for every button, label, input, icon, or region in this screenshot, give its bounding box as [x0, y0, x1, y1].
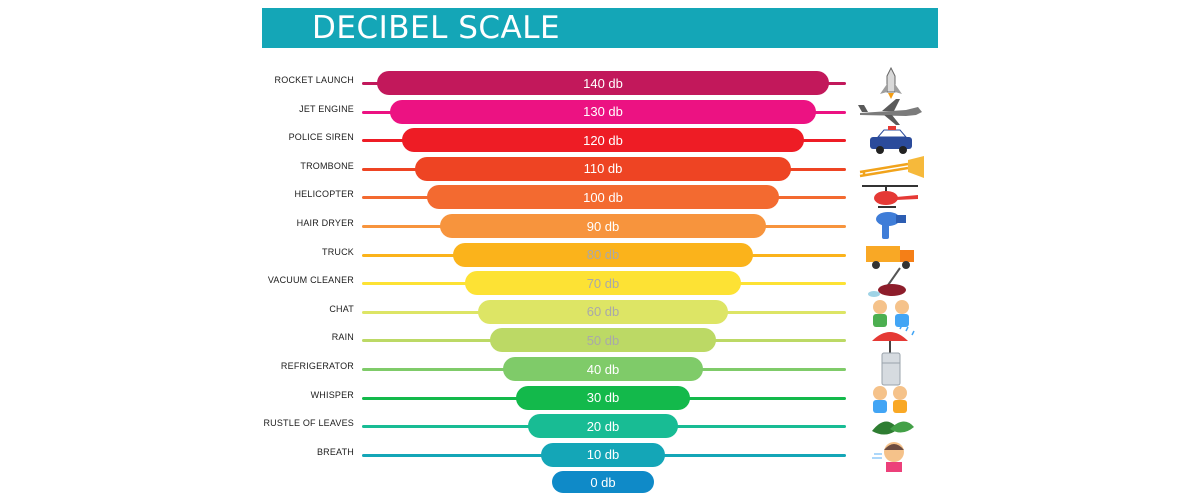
- row-label: RAIN: [331, 332, 354, 343]
- whisper-icon: [856, 381, 926, 415]
- decibel-row: WHISPER 30 db: [0, 385, 1200, 413]
- decibel-row: ROCKET LAUNCH 140 db: [0, 66, 1200, 99]
- decibel-bar: 110 db: [414, 156, 792, 181]
- decibel-value: 120 db: [583, 132, 623, 148]
- row-label: POLICE SIREN: [288, 132, 354, 143]
- zero-db-bar: 0 db: [552, 471, 654, 493]
- row-label: RUSTLE OF LEAVES: [263, 418, 354, 429]
- decibel-bar: 40 db: [503, 357, 703, 381]
- jet-icon: [856, 95, 926, 129]
- decibel-bar: 70 db: [465, 271, 741, 296]
- row-label: CHAT: [329, 303, 354, 314]
- title-banner: DECIBEL SCALE: [262, 8, 938, 48]
- decibel-bar: 10 db: [540, 442, 666, 467]
- decibel-value: 100 db: [583, 189, 623, 205]
- decibel-value: 130 db: [583, 104, 623, 120]
- decibel-bar: 60 db: [477, 299, 729, 324]
- row-label: ROCKET LAUNCH: [274, 75, 354, 85]
- decibel-row: POLICE SIREN 120 db: [0, 126, 1200, 155]
- decibel-value: 70 db: [586, 275, 620, 291]
- row-label: BREATH: [316, 446, 354, 457]
- row-label: REFRIGERATOR: [280, 361, 354, 371]
- hair-dryer-icon: [856, 209, 926, 243]
- decibel-row: TRUCK 80 db: [0, 242, 1200, 269]
- trombone-icon: [856, 152, 926, 186]
- row-label: TROMBONE: [300, 160, 354, 171]
- decibel-row: RUSTLE OF LEAVES 20 db: [0, 413, 1200, 439]
- decibel-row: HAIR DRYER 90 db: [0, 212, 1200, 239]
- decibel-row: CHAT 60 db: [0, 299, 1200, 327]
- decibel-value: 140 db: [583, 75, 623, 91]
- decibel-value: 60 db: [586, 304, 620, 320]
- refrigerator-icon: [856, 352, 926, 386]
- breath-icon: [856, 438, 926, 472]
- decibel-value: 40 db: [586, 361, 620, 377]
- decibel-bar: 20 db: [528, 414, 678, 439]
- row-label: HAIR DRYER: [296, 218, 354, 228]
- row-label: JET ENGINE: [299, 103, 354, 114]
- decibel-row: TROMBONE 110 db: [0, 155, 1200, 182]
- decibel-value: 90 db: [586, 218, 620, 234]
- decibel-row: REFRIGERATOR 40 db: [0, 352, 1200, 386]
- decibel-bar: 50 db: [490, 328, 716, 353]
- vacuum-cleaner-icon: [856, 266, 926, 300]
- decibel-value: 30 db: [586, 390, 620, 406]
- decibel-row: VACUUM CLEANER 70 db: [0, 267, 1200, 298]
- decibel-row: RAIN 50 db: [0, 325, 1200, 357]
- rocket-icon: [856, 66, 926, 100]
- decibel-value: 80 db: [586, 247, 620, 263]
- decibel-bar: 80 db: [452, 242, 754, 267]
- chat-icon: [856, 295, 926, 329]
- decibel-value: 20 db: [586, 418, 620, 434]
- truck-icon: [856, 238, 926, 272]
- decibel-bar: 30 db: [515, 385, 691, 410]
- row-label: TRUCK: [322, 246, 354, 257]
- helicopter-icon: [856, 180, 926, 214]
- decibel-bar: 90 db: [440, 214, 766, 238]
- page-title: DECIBEL SCALE: [312, 10, 561, 46]
- decibel-row: JET ENGINE 130 db: [0, 98, 1200, 125]
- decibel-bar: 140 db: [377, 71, 829, 95]
- row-label: WHISPER: [310, 389, 354, 400]
- decibel-bar: 130 db: [389, 99, 817, 124]
- decibel-value: 10 db: [586, 447, 620, 463]
- decibel-row: HELICOPTER 100 db: [0, 184, 1200, 210]
- leaves-icon: [856, 409, 926, 443]
- decibel-row: BREATH 10 db: [0, 441, 1200, 472]
- decibel-bar: 120 db: [402, 128, 804, 153]
- decibel-value: 50 db: [586, 332, 620, 348]
- decibel-bar: 100 db: [427, 185, 779, 210]
- row-label: VACUUM CLEANER: [267, 275, 354, 286]
- zero-db-value: 0 db: [590, 474, 616, 490]
- police-car-icon: [856, 123, 926, 157]
- row-label: HELICOPTER: [294, 189, 354, 200]
- decibel-value: 110 db: [583, 161, 623, 177]
